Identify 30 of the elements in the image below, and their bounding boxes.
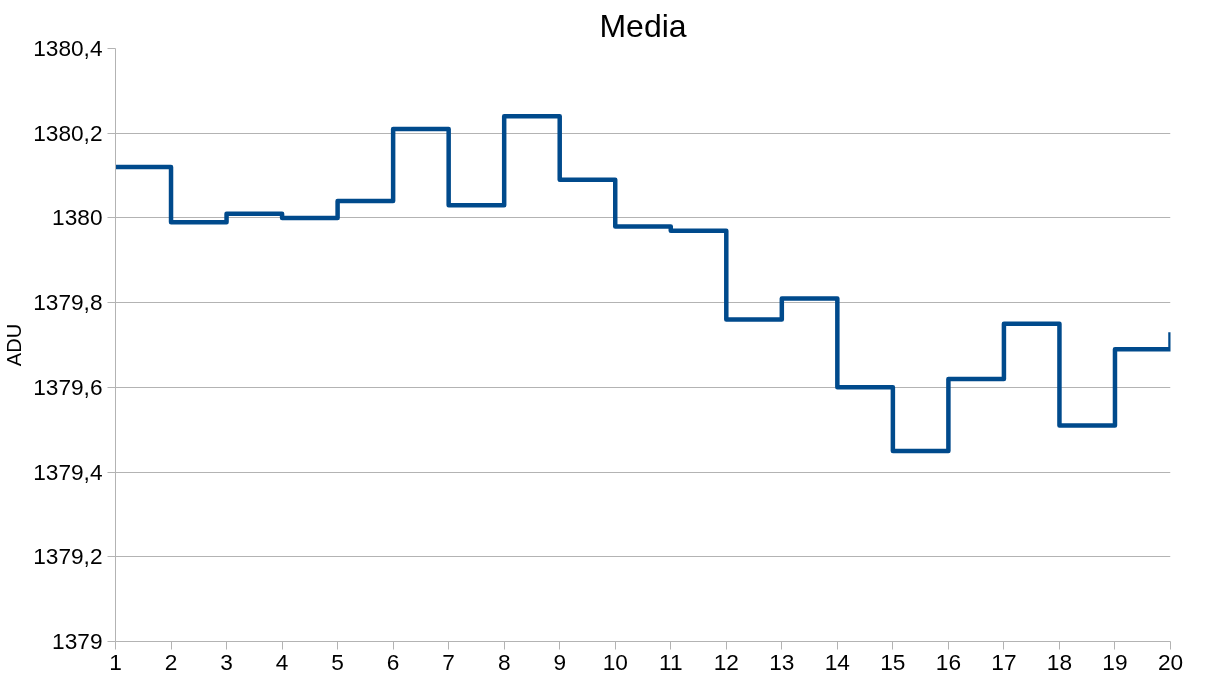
y-tick-label: 1379,8 <box>33 289 103 316</box>
x-tick-label: 11 <box>659 648 683 675</box>
y-tick-label: 1380 <box>52 204 103 231</box>
y-tick-label: 1379,6 <box>33 373 103 400</box>
y-tick-label: 1380,2 <box>33 119 103 146</box>
chart-title: Media <box>599 7 687 44</box>
x-tick-label: 8 <box>497 648 511 675</box>
x-tick-label: 5 <box>331 648 344 675</box>
x-tick-label: 18 <box>1046 648 1073 675</box>
x-tick-label: 15 <box>880 648 906 675</box>
x-tick-label: 2 <box>164 648 178 675</box>
x-tick-label: 13 <box>769 648 795 675</box>
x-tick-label: 3 <box>220 648 233 675</box>
x-tick-label: 14 <box>824 648 850 675</box>
x-tick-label: 12 <box>713 648 739 675</box>
x-tick-label: 16 <box>935 648 961 675</box>
x-tick-label: 4 <box>275 648 289 675</box>
y-tick-label: 1380,4 <box>33 35 103 61</box>
x-tick-label: 17 <box>991 648 1017 675</box>
y-axis-title: ADU <box>3 323 26 367</box>
x-tick-label: 7 <box>442 648 455 675</box>
y-tick-label: 1379,4 <box>33 458 103 485</box>
x-tick-label: 9 <box>553 648 567 675</box>
y-tick-label: 1379 <box>52 628 103 654</box>
y-tick-label: 1379,2 <box>33 543 103 570</box>
x-tick-label: 20 <box>1157 648 1184 675</box>
x-tick-label: 6 <box>386 648 400 675</box>
x-tick-label: 10 <box>602 648 628 675</box>
x-tick-label: 1 <box>109 648 122 675</box>
x-tick-label: 19 <box>1102 648 1128 675</box>
